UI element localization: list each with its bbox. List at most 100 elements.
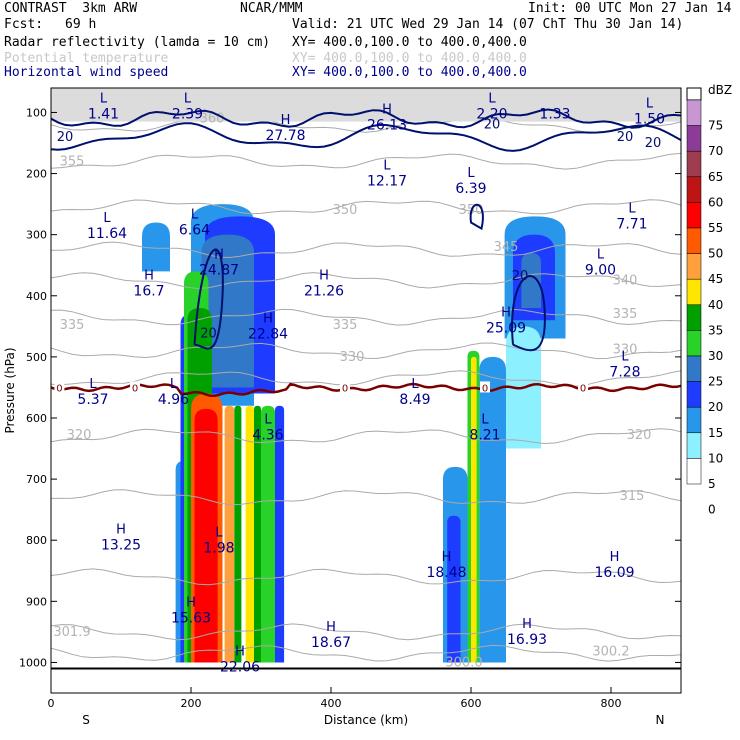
zero-isotherm-label: 0 <box>342 383 348 394</box>
chart-header: CONTRAST 3km ARW NCAR/MMM Init: 00 UTC M… <box>0 0 740 86</box>
colorbar-level-label: 45 <box>708 272 723 286</box>
x-axis-north-label: N <box>656 713 665 727</box>
extremum-value-label: 5.37 <box>77 392 108 408</box>
extremum-marker: L <box>621 349 629 364</box>
valid-time: Valid: 21 UTC Wed 29 Jan 14 (07 ChT Thu … <box>292 17 684 32</box>
extremum-value-label: 8.49 <box>399 392 430 408</box>
colorbar-level-label: 10 <box>708 451 723 465</box>
theta-contour-line <box>51 489 682 506</box>
isotherm-label-background <box>340 381 350 393</box>
theta-contour-label: 330 <box>613 343 638 358</box>
reflectivity-cell <box>261 405 275 663</box>
theta-contour-label: 301.9 <box>53 625 90 640</box>
zero-isotherm-line <box>50 382 682 398</box>
extremum-marker: H <box>186 596 196 611</box>
field1-name: Radar reflectivity (lamda = 10 cm) <box>4 35 271 50</box>
theta-contour-line <box>50 644 682 662</box>
reflectivity-cell <box>471 356 477 663</box>
y-tick-label: 700 <box>26 473 47 486</box>
theta-contour-label: 335 <box>333 318 358 333</box>
theta-contour-label: 360 <box>200 112 225 127</box>
wind-contour-layer: 20 20 20 20 20 20 <box>50 108 682 352</box>
extremum-marker: L <box>100 91 108 106</box>
colorbar-unit-label: dBZ <box>708 83 732 97</box>
colorbar-swatch <box>686 176 702 203</box>
extremum-marker: L <box>215 525 223 540</box>
colorbar-swatch <box>686 278 702 306</box>
colorbar-level-label: 25 <box>708 375 723 389</box>
extremum-marker: L <box>89 377 97 392</box>
reflectivity-cell <box>479 356 506 663</box>
field3-coordinates: XY= 400.0,100.0 to 400.0,400.0 <box>292 65 527 80</box>
isotherm-label-background <box>54 381 65 393</box>
colorbar-swatch <box>686 304 702 331</box>
colorbar-swatch <box>686 99 702 126</box>
wind-contour-line <box>511 275 546 352</box>
isotherm-label-background <box>130 381 140 393</box>
theta-contour-label: 345 <box>494 240 519 255</box>
theta-contour-line <box>50 152 682 170</box>
extremum-marker: L <box>467 166 475 181</box>
colorbar-swatch <box>686 202 702 229</box>
extremum-marker: L <box>481 412 489 427</box>
zero-isotherm-label: 0 <box>482 383 488 394</box>
anvil-echo-cell <box>521 253 541 308</box>
colorbar-swatch <box>686 381 702 408</box>
forecast-label: Fcst: <box>4 17 44 32</box>
extremum-value-label: 4.36 <box>252 427 283 443</box>
forecast-hour: 69 h <box>65 17 97 32</box>
extremum-value-label: 11.64 <box>87 226 127 242</box>
anvil-echo-cell <box>201 234 254 388</box>
extremum-marker: H <box>501 305 511 320</box>
extremum-value-label: 7.71 <box>616 216 647 232</box>
field1-coordinates: XY= 400.0,100.0 to 400.0,400.0 <box>292 35 527 50</box>
colorbar-level-label: 40 <box>708 298 723 312</box>
theta-contour-line <box>50 370 682 387</box>
isotherm-label-background <box>578 381 588 393</box>
extremum-value-label: 12.17 <box>367 174 407 190</box>
extremum-value-label: 2.20 <box>476 106 507 122</box>
reflectivity-cell <box>275 405 285 663</box>
extremum-marker: H <box>610 550 620 565</box>
colorbar-level-label: 55 <box>708 221 723 235</box>
zero-isotherm-label: 0 <box>132 383 138 394</box>
theta-contour-line <box>50 116 682 134</box>
extremum-marker: L <box>103 211 111 226</box>
y-tick-label: 800 <box>26 534 47 547</box>
wind-contour-line <box>193 248 224 350</box>
field2-name: Potential temperature <box>4 51 169 66</box>
extremum-marker: H <box>442 550 452 565</box>
extremum-marker: L <box>170 377 178 392</box>
y-axis-label: Pressure (hPa) <box>3 347 17 433</box>
colorbar-level-label: 0 <box>708 503 716 517</box>
extremum-value-label: 2.39 <box>172 106 203 122</box>
colorbar-level-label: 70 <box>708 144 723 158</box>
wind-contour-line <box>469 203 484 231</box>
colorbar-level-label: 5 <box>708 477 716 491</box>
theta-contour-line <box>50 199 682 215</box>
wind-contour-label: 20 <box>484 118 501 133</box>
extremum-value-label: 1.41 <box>88 106 119 122</box>
x-tick-label: 800 <box>601 697 622 710</box>
upper-level-theta-band <box>51 88 681 122</box>
theta-contour-line <box>50 568 682 586</box>
extremum-value-label: 6.39 <box>455 181 486 197</box>
extremum-marker: H <box>326 620 336 635</box>
y-tick-label: 1000 <box>19 656 47 669</box>
extremum-value-label: 8.21 <box>469 427 500 443</box>
extremum-value-label: 1.33 <box>539 106 570 122</box>
theta-contour-line <box>50 272 682 290</box>
extremum-marker: L <box>383 159 391 174</box>
wind-contour-line <box>50 122 682 152</box>
reflectivity-cell <box>234 405 242 663</box>
zero-isotherm-label: 0 <box>580 383 586 394</box>
extremum-value-label: 4.96 <box>158 392 189 408</box>
theta-contour-label: 315 <box>620 489 645 504</box>
extremum-value-label: 26.13 <box>367 117 407 133</box>
colorbar-swatch <box>686 432 702 459</box>
theta-contour-line <box>50 342 682 360</box>
colorbar-swatch <box>686 253 702 280</box>
model-title: CONTRAST 3km ARW <box>4 1 138 16</box>
